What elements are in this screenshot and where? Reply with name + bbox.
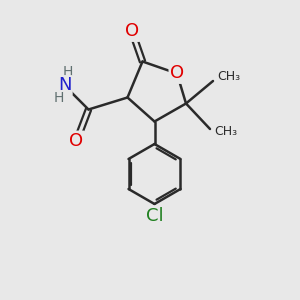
Text: O: O xyxy=(69,132,84,150)
Text: N: N xyxy=(58,76,71,94)
Text: CH₃: CH₃ xyxy=(214,125,238,139)
Text: O: O xyxy=(125,22,139,40)
Text: Cl: Cl xyxy=(146,207,163,225)
Text: O: O xyxy=(170,64,184,82)
Text: H: H xyxy=(53,91,64,105)
Text: H: H xyxy=(62,65,73,79)
Text: CH₃: CH₃ xyxy=(218,70,241,83)
